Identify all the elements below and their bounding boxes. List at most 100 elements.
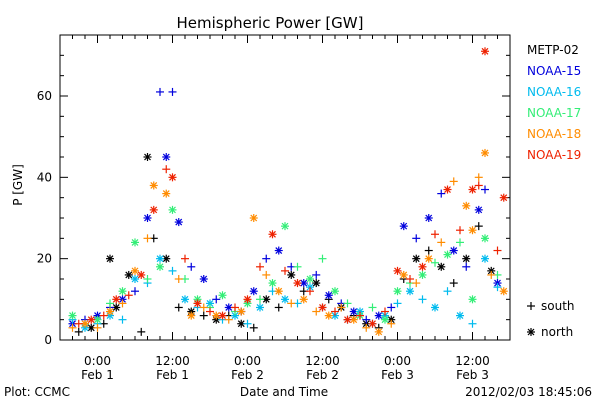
legend-entry: NOAA-19 [527,148,581,162]
data-point [218,311,227,320]
data-point [143,275,152,283]
y-tick-label: 0 [44,333,52,347]
data-point [156,87,164,96]
data-point [249,323,258,332]
data-point [368,303,377,312]
legend-entry: NOAA-16 [527,85,581,99]
data-point [468,226,477,235]
legend-entry: NOAA-15 [527,64,581,78]
data-point [168,205,177,214]
data-point [256,303,264,312]
data-point [393,266,402,275]
data-point [143,234,152,243]
data-point [424,214,433,222]
data-point [93,315,102,324]
x-tick-date-label: Feb 2 [306,368,339,382]
x-tick-date-label: Feb 2 [231,368,264,382]
data-point [474,173,483,182]
legend: METP-02 NOAA-15 NOAA-16 NOAA-17 NOAA-18 NOAA-… [527,43,581,339]
data-point [281,266,289,275]
data-point [287,270,296,279]
chart-title: Hemispheric Power [GW] [177,14,364,32]
data-point [324,311,333,320]
data-point [143,214,152,222]
data-point [68,311,77,320]
data-point [206,307,214,316]
data-point [231,311,239,320]
data-point [431,303,439,312]
legend-entry: NOAA-18 [527,127,581,141]
data-point [393,299,402,308]
data-point [462,201,471,210]
data-point [437,238,446,247]
data-point [93,323,102,332]
x-tick-label: 0:00 [84,354,111,368]
data-point [499,287,508,296]
data-point [306,275,314,283]
data-point [443,185,452,194]
data-point [424,254,433,263]
data-point [374,327,383,336]
data-point [118,287,127,296]
data-point [499,193,508,202]
data-point [418,262,427,271]
data-point [212,295,221,304]
data-point [156,262,164,271]
data-point [474,222,483,231]
data-point [168,266,177,275]
data-point [262,254,271,263]
data-point [262,270,271,279]
data-point [437,189,446,198]
data-point [312,279,321,288]
data-point [168,173,177,182]
data-point [406,287,414,296]
data-point [443,250,452,259]
data-point [187,311,196,320]
data-point [256,295,264,304]
data-point [468,319,477,328]
x-tick-label: 0:00 [234,354,261,368]
data-point [124,291,133,300]
data-point [287,299,296,308]
x-tick-label: 0:00 [384,354,411,368]
data-point [137,327,146,336]
data-point [312,307,321,316]
data-point [487,266,496,275]
legend-marker-label: north [541,325,573,339]
data-point [99,311,108,320]
data-point [481,185,489,194]
data-point [418,295,427,304]
data-point [493,246,502,255]
data-point [293,279,302,288]
data-point [274,303,283,312]
data-point [418,270,427,279]
legend-marker-label: south [541,299,575,313]
data-point [481,47,489,56]
footer-right: 2012/02/03 18:45:06 [465,385,592,399]
data-point [462,262,471,271]
data-point [237,307,246,316]
data-point [456,311,464,320]
data-point [87,315,96,324]
data-point [412,254,421,263]
data-point [143,153,152,161]
x-tick-label: 12:00 [305,354,340,368]
data-point [118,315,127,324]
y-tick-label: 20 [37,252,52,266]
data-point [331,311,339,320]
y-axis-label: P [GW] [11,164,25,206]
data-point [481,254,489,263]
data-point [118,299,127,308]
data-point [106,307,114,316]
data-point [231,303,239,312]
data-point [312,270,321,279]
data-point [181,254,189,263]
data-point [343,315,352,324]
data-point [224,315,233,324]
data-point [274,246,283,255]
data-point [443,287,452,296]
data-point [293,262,302,271]
data-point [106,254,114,263]
data-point [387,303,396,312]
